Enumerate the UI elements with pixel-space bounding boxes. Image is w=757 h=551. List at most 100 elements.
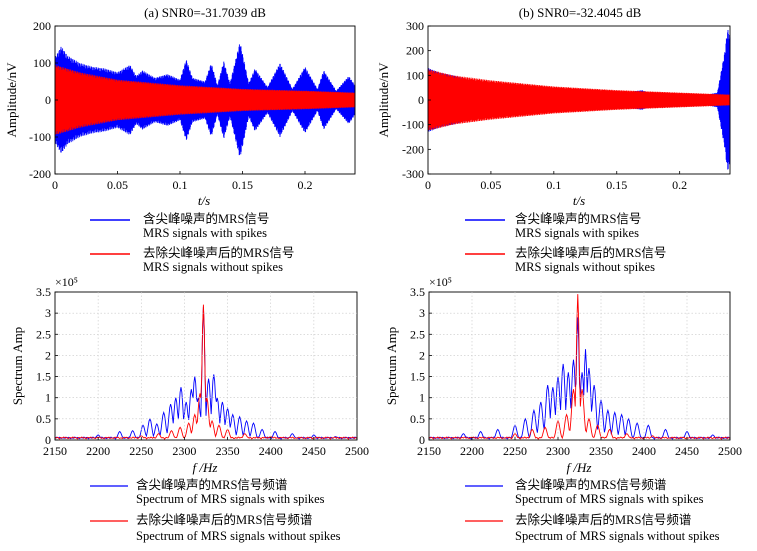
panel-a-plot — [54, 44, 356, 156]
x-tick-label: 2400 — [632, 444, 656, 458]
legend-red-cn: 去除尖峰噪声后的MRS信号 — [143, 245, 294, 260]
x-tick-label: 2300 — [172, 444, 196, 458]
panel-d: ×10⁵ Spectrum Amp f /Hz 2150 2200 2250 2300… — [384, 275, 742, 543]
y-tick-label: 3 — [45, 306, 51, 320]
panel-a-ylabel: Amplitude/nV — [4, 62, 19, 138]
y-tick-label: 3.5 — [36, 285, 51, 299]
legend-blue-en: MRS signals with spikes — [143, 226, 267, 240]
legend-red-cn: 去除尖峰噪声后的MRS信号 — [515, 245, 666, 260]
x-tick-label: 0 — [52, 178, 58, 192]
y-tick-label: 3.5 — [410, 285, 425, 299]
panel-b-plot — [427, 29, 731, 170]
panel-b-legend: 含尖峰噪声的MRS信号 MRS signals with spikes 去除尖峰… — [465, 211, 666, 274]
panel-b: (b) SNR0=-32.4045 dB Amplitude/nV t/s 0 0… — [376, 5, 731, 274]
y-tick-label: 0 — [45, 433, 51, 447]
panel-c-plot — [54, 304, 358, 440]
series-without-spikes — [427, 69, 731, 131]
legend-blue-cn: 含尖峰噪声的MRS信号 — [143, 211, 269, 226]
legend-blue-en: Spectrum of MRS signals with spikes — [136, 492, 325, 506]
y-tick-label: 1.5 — [36, 370, 51, 384]
panel-d-legend: 含尖峰噪声的MRS信号频谱 Spectrum of MRS signals wi… — [465, 477, 720, 543]
y-tick-label: -300 — [402, 167, 424, 181]
panel-c-ylabel: Spectrum Amp — [10, 327, 25, 405]
x-tick-label: 0.05 — [480, 178, 501, 192]
legend-blue-cn: 含尖峰噪声的MRS信号频谱 — [515, 477, 666, 492]
panel-b-ticks: 0 0.05 0.1 0.15 0.2 300 200 100 0 -100 -200 -300 — [402, 19, 687, 192]
y-tick-label: 0.5 — [36, 412, 51, 426]
x-tick-label: 2150 — [417, 444, 441, 458]
panel-b-ylabel: Amplitude/nV — [376, 62, 391, 138]
x-tick-label: 2300 — [546, 444, 570, 458]
y-tick-label: -200 — [402, 142, 424, 156]
y-tick-label: 0.5 — [410, 412, 425, 426]
panel-c-ticks: 2150 2200 2250 2300 2350 2400 2450 2500 3.5 3 2.5 2… — [36, 285, 369, 458]
y-tick-label: 1 — [45, 391, 51, 405]
y-tick-label: 1.5 — [410, 370, 425, 384]
y-tick-label: 2 — [45, 348, 51, 362]
y-tick-label: 200 — [406, 44, 424, 58]
y-tick-label: 2 — [419, 348, 425, 362]
spectrum-with-spikes — [54, 306, 358, 440]
panel-d-ticks: 2150 2200 2250 2300 2350 2400 2450 2500 3.5 3 2.5 2… — [410, 285, 742, 458]
x-tick-label: 2250 — [503, 444, 527, 458]
spectrum-without-spikes — [54, 304, 358, 440]
y-tick-label: -100 — [402, 118, 424, 132]
y-tick-label: 200 — [33, 19, 51, 33]
y-tick-label: 100 — [33, 56, 51, 70]
x-tick-label: 2250 — [129, 444, 153, 458]
legend-red-cn: 去除尖峰噪声后的MRS信号频谱 — [515, 512, 691, 527]
panel-d-plot — [428, 294, 731, 440]
legend-red-cn: 去除尖峰噪声后的MRS信号频谱 — [136, 512, 312, 527]
y-tick-label: 2.5 — [410, 327, 425, 341]
x-tick-label: 2500 — [345, 444, 369, 458]
panel-b-xlabel: t/s — [573, 193, 585, 208]
y-tick-label: 0 — [45, 93, 51, 107]
panel-d-xlabel: f /Hz — [567, 460, 592, 475]
panel-c-frame — [54, 291, 358, 441]
legend-red-en: Spectrum of MRS signals without spikes — [515, 529, 720, 543]
x-tick-label: 2450 — [302, 444, 326, 458]
x-tick-label: 2350 — [589, 444, 613, 458]
y-tick-label: -200 — [29, 167, 51, 181]
x-tick-label: 2400 — [259, 444, 283, 458]
x-tick-label: 2450 — [675, 444, 699, 458]
panel-c: ×10⁵ Spectrum Amp f /Hz 2150 2200 2250 2300… — [10, 275, 369, 543]
x-tick-label: 2350 — [216, 444, 240, 458]
panel-a-legend: 含尖峰噪声的MRS信号 MRS signals with spikes 去除尖峰… — [90, 211, 294, 274]
series-without-spikes — [54, 65, 356, 135]
panel-a-xlabel: t/s — [198, 193, 210, 208]
x-tick-label: 0.15 — [606, 178, 627, 192]
panel-a-title: (a) SNR0=-31.7039 dB — [144, 5, 266, 20]
panel-c-legend: 含尖峰噪声的MRS信号频谱 Spectrum of MRS signals wi… — [90, 477, 341, 543]
legend-blue-en: Spectrum of MRS signals with spikes — [515, 492, 704, 506]
y-tick-label: 2.5 — [36, 327, 51, 341]
x-tick-label: 0.1 — [546, 178, 561, 192]
panel-b-title: (b) SNR0=-32.4045 dB — [519, 5, 642, 20]
panel-d-scale: ×10⁵ — [429, 275, 452, 289]
panel-c-scale: ×10⁵ — [55, 275, 78, 289]
x-tick-label: 0.05 — [107, 178, 128, 192]
legend-blue-cn: 含尖峰噪声的MRS信号频谱 — [136, 477, 287, 492]
y-tick-label: -100 — [29, 130, 51, 144]
y-tick-label: 1 — [419, 391, 425, 405]
panel-d-ylabel: Spectrum Amp — [384, 327, 399, 405]
legend-blue-en: MRS signals with spikes — [515, 226, 639, 240]
y-tick-label: 300 — [406, 19, 424, 33]
x-tick-label: 0.1 — [173, 178, 188, 192]
legend-red-en: MRS signals without spikes — [515, 260, 655, 274]
legend-red-en: Spectrum of MRS signals without spikes — [136, 529, 341, 543]
x-tick-label: 0.15 — [232, 178, 253, 192]
x-tick-label: 2200 — [86, 444, 110, 458]
panel-c-xlabel: f /Hz — [193, 460, 218, 475]
series-with-spikes — [54, 44, 356, 156]
x-tick-label: 0.2 — [672, 178, 687, 192]
panel-d-frame — [428, 291, 731, 441]
legend-blue-cn: 含尖峰噪声的MRS信号 — [515, 211, 641, 226]
x-tick-label: 0.2 — [298, 178, 313, 192]
spectrum-without-spikes — [428, 294, 731, 440]
y-tick-label: 0 — [418, 93, 424, 107]
x-tick-label: 2200 — [460, 444, 484, 458]
panel-a-ticks: 0 0.05 0.1 0.15 0.2 200 100 0 -100 -200 — [29, 19, 313, 192]
